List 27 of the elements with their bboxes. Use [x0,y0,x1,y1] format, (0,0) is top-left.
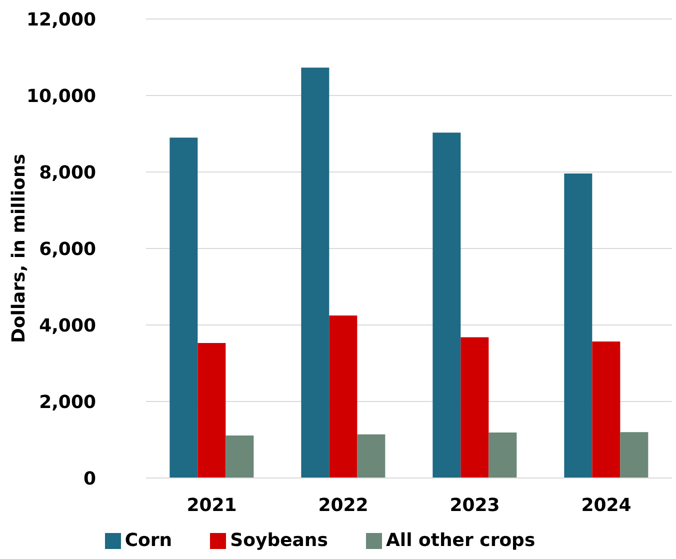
bar [198,342,226,478]
bar [592,341,620,478]
bar [357,434,386,478]
y-tick-label: 12,000 [26,9,96,30]
legend-label: Soybeans [230,530,328,551]
y-tick-label: 8,000 [39,162,96,184]
bar [460,337,489,478]
bar [301,68,330,478]
y-tick-label: 0 [83,468,96,490]
y-tick-label: 2,000 [39,392,96,413]
bar [488,432,517,478]
y-tick-label: 4,000 [39,315,96,336]
x-tick-label: 2021 [186,494,237,516]
bar [226,436,254,478]
y-axis-title: Dollars, in millions [8,154,30,344]
bar [432,132,461,478]
x-tick-label: 2024 [581,494,632,516]
y-tick-label: 10,000 [26,86,96,107]
legend-label: Corn [124,530,172,551]
y-tick-label: 6,000 [39,238,96,260]
bar [329,315,358,478]
bar [620,432,648,478]
bar [564,174,592,478]
x-tick-label: 2022 [318,494,368,516]
x-tick-label: 2023 [450,494,500,516]
bar [170,138,198,478]
legend-label: All other crops [386,530,536,551]
